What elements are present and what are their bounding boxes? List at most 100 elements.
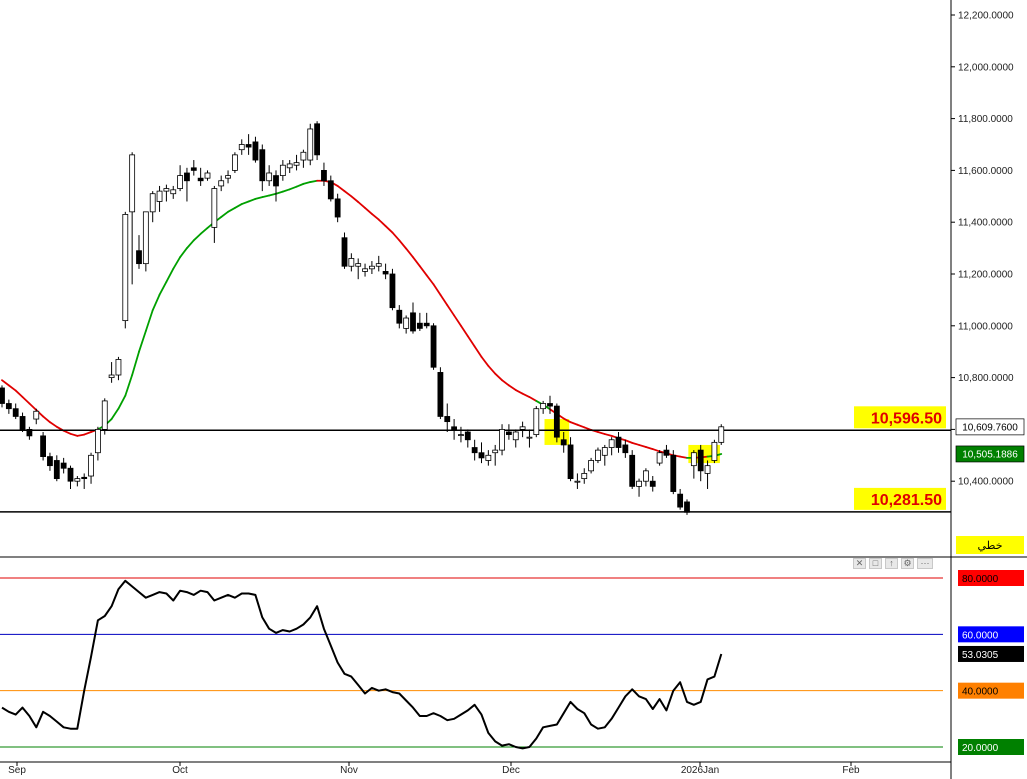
candle-body <box>601 447 608 456</box>
candle-body <box>533 408 540 435</box>
ma-segment <box>7 384 17 392</box>
candle-body <box>526 436 533 439</box>
oscillator-level-tag <box>958 682 1024 699</box>
ma-segment <box>309 179 319 183</box>
ma-segment <box>439 293 449 306</box>
ma-segment <box>528 396 538 402</box>
move-up-icon[interactable]: ↑ <box>885 558 898 569</box>
time-tick-label: Feb <box>842 765 860 776</box>
ma-segment <box>384 225 394 234</box>
ma-segment <box>501 379 510 387</box>
candle-body <box>259 149 266 182</box>
candle-body <box>300 151 307 161</box>
price-tick-label: 10,800.0000 <box>958 373 1014 384</box>
ma-segment <box>651 448 661 453</box>
ma-segment <box>131 350 140 376</box>
candle-body <box>238 144 245 151</box>
candle-body <box>670 454 677 492</box>
candle-body <box>697 449 704 472</box>
candle-body <box>314 123 321 156</box>
ma-segment <box>521 392 531 398</box>
candle-body <box>81 476 88 480</box>
candle-body <box>663 449 670 456</box>
time-tick-label: Dec <box>502 765 520 776</box>
horizontal-line-label: 10,596.50 <box>871 410 942 427</box>
candle-body <box>451 426 458 430</box>
candle-body <box>505 431 512 435</box>
ma-segment <box>192 232 202 242</box>
oscillator-pane: 80.0000 60.0000 40.0000 20.0000 53.0305 <box>0 570 1024 755</box>
candle-body <box>622 444 629 454</box>
candle-body <box>567 444 574 480</box>
candle-body <box>279 164 286 176</box>
candle-body <box>403 317 410 329</box>
price-tick-label: 11,000.0000 <box>958 321 1013 332</box>
ma-segment <box>62 429 72 435</box>
candle-body <box>177 175 184 189</box>
price-tag-label: 10,505.1886 <box>962 449 1018 460</box>
ma-segment <box>514 389 524 395</box>
candle-body <box>499 428 505 451</box>
candle-body <box>231 154 238 171</box>
candle-body <box>581 473 588 480</box>
candle-body <box>382 271 389 275</box>
moving-average-line <box>1 179 723 459</box>
price-tag <box>955 418 1025 436</box>
candle-body <box>649 480 656 487</box>
candle-body <box>464 431 471 441</box>
candle-body <box>512 431 519 441</box>
candle-body <box>430 325 437 368</box>
oscillator-level-label: 80.0000 <box>962 574 999 585</box>
oscillator-level-tag <box>958 739 1024 755</box>
candle-body <box>375 263 382 267</box>
ma-segment <box>603 433 613 437</box>
ma-segment <box>418 265 428 277</box>
more-options-icon[interactable]: ··· <box>917 558 933 569</box>
close-pane-icon[interactable]: ✕ <box>853 558 866 569</box>
ma-segment <box>261 194 271 198</box>
candle-body <box>204 172 211 179</box>
candle-body <box>74 478 81 482</box>
candle-body <box>492 449 499 454</box>
candle-body <box>341 237 348 267</box>
ma-segment <box>583 426 592 431</box>
candle-body <box>266 172 273 182</box>
ma-segment <box>679 455 688 459</box>
oscillator-level-label: 40.0000 <box>962 687 999 698</box>
price-tick-label: 11,800.0000 <box>958 114 1013 125</box>
candle-body <box>136 250 142 265</box>
candle-body <box>40 435 46 457</box>
ma-segment <box>233 203 243 209</box>
ma-segment <box>377 218 387 227</box>
ma-segment <box>240 200 250 205</box>
legend-badge <box>956 536 1024 554</box>
price-tick-label: 12,000.0000 <box>958 62 1014 73</box>
candle-body <box>286 163 293 169</box>
ma-segment <box>117 394 127 410</box>
ma-segment <box>494 372 503 382</box>
candle-body <box>437 372 444 417</box>
ma-segment <box>172 256 182 270</box>
restore-pane-icon[interactable]: □ <box>869 558 882 569</box>
horizontal-lines[interactable]: 10,596.50 10,281.50 <box>0 406 951 513</box>
candle-body <box>245 144 252 148</box>
time-tick-label: Oct <box>172 765 188 776</box>
ma-segment <box>453 314 462 327</box>
candle-body <box>362 268 368 272</box>
candle-body <box>416 322 423 329</box>
candle-body <box>53 460 60 480</box>
candle-body <box>142 211 149 265</box>
candle-body <box>122 214 129 322</box>
candle-body <box>355 263 362 267</box>
candle-body <box>423 322 430 327</box>
candle-body <box>129 154 136 213</box>
ma-segment <box>391 231 401 242</box>
ma-segment <box>645 446 654 450</box>
settings-icon[interactable]: ⚙ <box>901 558 914 569</box>
ma-segment <box>350 195 360 203</box>
ma-segment <box>151 293 161 312</box>
time-tick-label: Sep <box>8 765 26 776</box>
candle-body <box>636 480 642 487</box>
candle-body <box>26 428 33 437</box>
